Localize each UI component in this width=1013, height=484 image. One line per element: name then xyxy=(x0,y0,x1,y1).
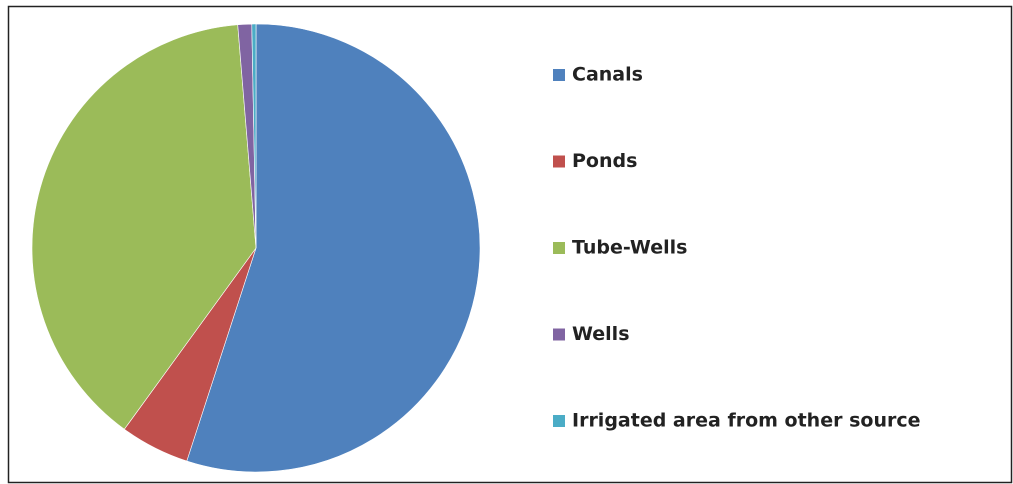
pie-slice xyxy=(31,24,257,430)
legend-label: Ponds xyxy=(572,150,637,172)
legend-swatch xyxy=(553,155,565,168)
pie-slice xyxy=(251,23,257,249)
pie-slice xyxy=(186,23,481,473)
legend-label: Wells xyxy=(572,323,630,345)
legend-swatch xyxy=(553,242,565,254)
legend-swatch xyxy=(553,69,565,81)
legend-label: Tube-Wells xyxy=(572,237,687,259)
legend-label: Canals xyxy=(572,64,643,86)
legend-label: Irrigated area from other source xyxy=(572,410,921,432)
legend-swatch xyxy=(553,328,565,341)
legend-swatch xyxy=(553,415,565,427)
